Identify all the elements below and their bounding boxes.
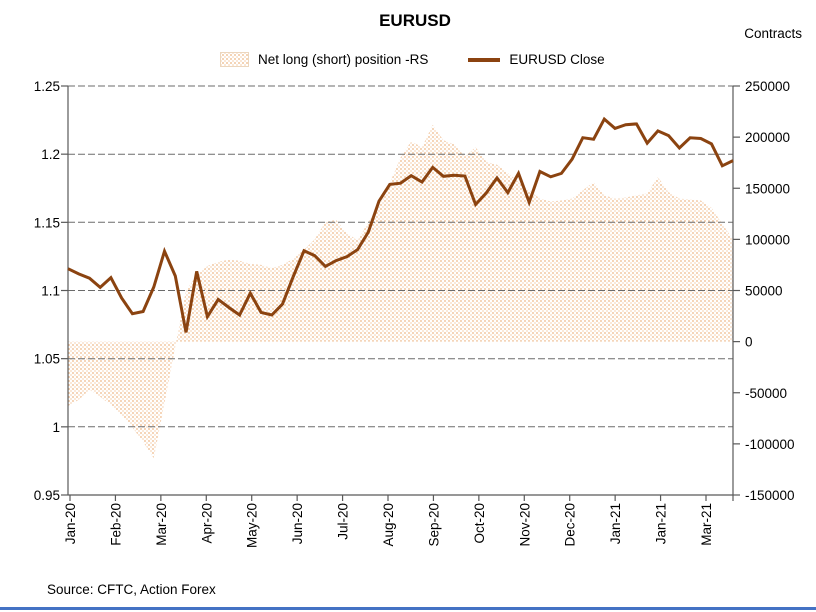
chart-title: EURUSD: [379, 11, 451, 30]
svg-text:1.15: 1.15: [34, 215, 60, 230]
svg-text:50000: 50000: [745, 284, 783, 299]
svg-text:Mar-21: Mar-21: [699, 503, 714, 546]
right-axis-title: Contracts: [744, 26, 802, 41]
svg-text:-150000: -150000: [745, 488, 795, 503]
svg-text:0.95: 0.95: [34, 488, 60, 503]
eurusd-close-legend-label: EURUSD Close: [509, 52, 605, 67]
svg-text:0: 0: [745, 335, 753, 350]
svg-text:Jan-20: Jan-20: [63, 503, 78, 544]
svg-text:1.1: 1.1: [41, 284, 60, 299]
svg-text:Jun-20: Jun-20: [290, 503, 305, 544]
eurusd-close-line-series: [67, 116, 734, 333]
svg-text:Nov-20: Nov-20: [517, 503, 532, 547]
net-position-legend-label: Net long (short) position -RS: [258, 52, 429, 67]
svg-text:Oct-20: Oct-20: [472, 503, 487, 544]
svg-text:150000: 150000: [745, 181, 790, 196]
chart-legend: Net long (short) position -RS EURUSD Clo…: [220, 52, 605, 67]
eurusd-close-legend-swatch: [468, 57, 501, 62]
net-position-area-series: [68, 124, 733, 459]
svg-text:Jul-20: Jul-20: [336, 503, 351, 540]
svg-text:1.2: 1.2: [41, 147, 60, 162]
x-axis-tick-labels: Jan-20 Feb-20 Mar-20 Apr-20 May-20 Jun-20 Jul-…: [63, 503, 714, 548]
axis-frame: [61, 85, 740, 501]
svg-text:Apr-20: Apr-20: [199, 503, 214, 544]
svg-text:100000: 100000: [745, 232, 790, 247]
svg-text:200000: 200000: [745, 130, 790, 145]
svg-text:Dec-20: Dec-20: [563, 503, 578, 547]
svg-text:May-20: May-20: [245, 503, 260, 548]
source-note: Source: CFTC, Action Forex: [47, 582, 216, 597]
svg-text:Mar-20: Mar-20: [154, 503, 169, 546]
svg-text:1.05: 1.05: [34, 352, 60, 367]
svg-text:-50000: -50000: [745, 386, 787, 401]
svg-text:1: 1: [52, 420, 60, 435]
bottom-divider: [0, 607, 816, 610]
svg-text:250000: 250000: [745, 79, 790, 94]
right-axis-tick-labels: 250000 200000 150000 100000 50000 0 -50000 -100…: [745, 79, 795, 503]
svg-text:Sep-20: Sep-20: [426, 503, 441, 547]
svg-text:Jan-21: Jan-21: [654, 503, 669, 544]
left-axis-tick-labels: 1.25 1.2 1.15 1.1 1.05 1 0.95: [34, 79, 60, 503]
svg-text:Aug-20: Aug-20: [381, 503, 396, 547]
svg-text:Feb-20: Feb-20: [108, 503, 123, 546]
svg-text:Jan-21: Jan-21: [608, 503, 623, 544]
svg-text:1.25: 1.25: [34, 79, 60, 94]
svg-text:-100000: -100000: [745, 437, 795, 452]
net-position-legend-swatch: [220, 52, 249, 67]
